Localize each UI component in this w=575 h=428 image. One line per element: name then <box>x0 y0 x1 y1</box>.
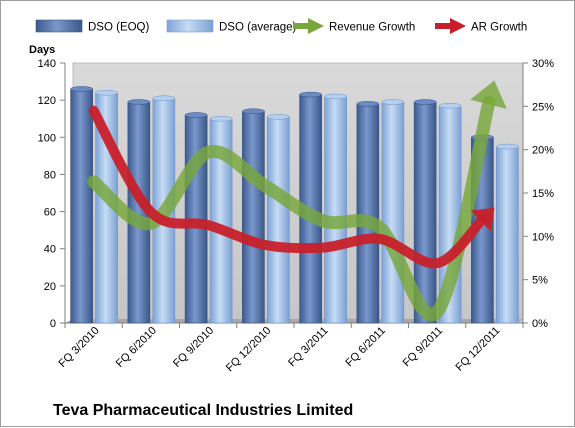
legend-label-ar-growth: AR Growth <box>471 22 527 34</box>
bar-dso-average-top <box>381 99 405 105</box>
x-tick-label: FQ 9/2011 <box>401 325 446 370</box>
bar-dso-average-top <box>324 93 347 100</box>
legend: DSO (EOQ) DSO (average) Revenue Growth A… <box>35 18 527 34</box>
right-tick-label: 15% <box>532 188 554 200</box>
arrowhead-ar-growth <box>470 207 495 232</box>
bar-dso-average-top <box>496 143 519 150</box>
x-axis-ticks: FQ 3/2010 FQ 6/2010 FQ 9/2010 FQ 12/2010 FQ … <box>57 323 524 375</box>
legend-label-revenue-growth: Revenue Growth <box>329 22 415 34</box>
bar-dso-average-top <box>152 95 176 102</box>
legend-swatch-dso-eoq <box>35 19 83 33</box>
right-tick-label: 20% <box>532 145 554 157</box>
left-tick-label: 0 <box>50 318 56 330</box>
arrowhead-revenue-growth <box>470 80 507 109</box>
chart-title: Teva Pharmaceutical Industries Limited <box>53 402 353 419</box>
bar-dso-eoq <box>356 103 380 324</box>
legend-item-ar-growth: AR Growth <box>435 18 527 34</box>
bar-dso-average-top <box>95 89 118 96</box>
right-tick-label: 5% <box>532 275 548 287</box>
right-tick-label: 25% <box>532 101 554 113</box>
left-tick-label: 20 <box>44 281 56 293</box>
bar-dso-eoq-top <box>299 91 322 98</box>
y-axis-title: Days <box>29 44 55 56</box>
bar-dso-eoq-top <box>70 86 93 92</box>
bar-dso-average <box>381 101 405 324</box>
bar-dso-eoq-top <box>127 99 151 105</box>
bar-dso-eoq-top <box>242 108 265 115</box>
bar-dso-eoq-top <box>184 112 208 118</box>
bar-dso-average-top <box>267 114 290 120</box>
right-tick-label: 10% <box>532 231 554 243</box>
legend-item-dso-eoq: DSO (EOQ) <box>35 19 150 34</box>
legend-label-dso-eoq: DSO (EOQ) <box>88 22 150 34</box>
line-revenue-growth <box>87 95 496 322</box>
legend-arrowhead-ar-growth <box>450 18 466 34</box>
left-tick-label: 80 <box>44 169 56 181</box>
bar-dso-eoq <box>70 88 93 324</box>
legend-item-dso-average: DSO (average) <box>166 19 297 34</box>
x-tick-label: FQ 6/2010 <box>114 325 159 370</box>
left-tick-label: 100 <box>38 132 56 144</box>
left-tick-label: 60 <box>44 207 56 219</box>
right-tick-label: 30% <box>532 58 554 70</box>
x-tick-label: FQ 3/2011 <box>286 325 331 370</box>
left-tick-label: 120 <box>38 95 56 107</box>
bar-dso-average <box>267 116 290 324</box>
legend-arrowhead-revenue-growth <box>308 18 324 34</box>
bar-dso-eoq-top <box>356 101 380 107</box>
x-tick-label: FQ 12/2010 <box>224 325 274 375</box>
x-tick-label: FQ 12/2011 <box>454 325 503 374</box>
left-tick-label: 40 <box>44 244 56 256</box>
bar-dso-average <box>496 146 519 324</box>
bar-dso-average-top <box>209 115 233 122</box>
legend-swatch-dso-average <box>166 19 214 33</box>
line-layer <box>87 80 507 322</box>
bar-dso-eoq-top <box>413 99 437 105</box>
legend-label-dso-average: DSO (average) <box>219 22 297 34</box>
plot-floor <box>65 319 523 323</box>
bar-dso-eoq <box>242 110 265 324</box>
x-tick-label: FQ 3/2010 <box>57 325 102 370</box>
x-tick-label: FQ 6/2011 <box>343 325 388 370</box>
right-axis-ticks: 0% 5% 10% 15% 20% 25% 30% <box>523 58 554 330</box>
bar-dso-average <box>324 96 347 324</box>
x-tick-label: FQ 9/2010 <box>171 325 216 370</box>
left-axis-ticks: 0 20 40 60 80 100 120 140 <box>38 58 65 330</box>
left-tick-label: 140 <box>38 58 56 70</box>
right-tick-label: 0% <box>532 318 548 330</box>
bar-layer <box>70 86 519 324</box>
legend-item-revenue-growth: Revenue Growth <box>293 18 415 34</box>
line-ar-growth <box>88 105 488 269</box>
bar-dso-average-top <box>438 102 462 109</box>
